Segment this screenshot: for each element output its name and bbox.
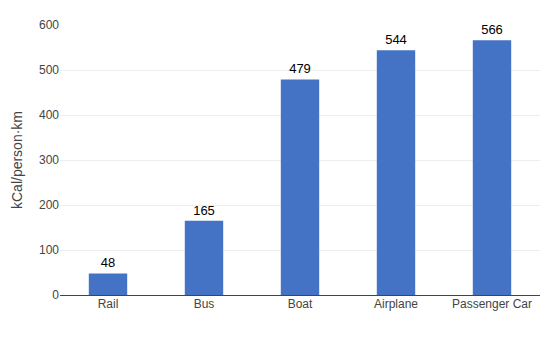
svg-text:48: 48 xyxy=(101,255,115,270)
svg-text:Boat: Boat xyxy=(288,297,313,311)
svg-text:Rail: Rail xyxy=(98,297,119,311)
svg-text:Passenger Car: Passenger Car xyxy=(452,297,532,311)
svg-text:400: 400 xyxy=(39,108,59,122)
svg-text:566: 566 xyxy=(481,22,503,37)
svg-text:300: 300 xyxy=(39,153,59,167)
svg-text:600: 600 xyxy=(39,18,59,32)
svg-text:544: 544 xyxy=(385,32,407,47)
svg-text:100: 100 xyxy=(39,243,59,257)
svg-text:500: 500 xyxy=(39,63,59,77)
svg-text:Bus: Bus xyxy=(194,297,215,311)
svg-text:165: 165 xyxy=(193,203,215,218)
svg-text:200: 200 xyxy=(39,198,59,212)
svg-text:kCal/person·km: kCal/person·km xyxy=(9,111,25,209)
svg-text:Airplane: Airplane xyxy=(374,297,418,311)
svg-text:479: 479 xyxy=(289,61,311,76)
svg-text:0: 0 xyxy=(52,288,59,302)
